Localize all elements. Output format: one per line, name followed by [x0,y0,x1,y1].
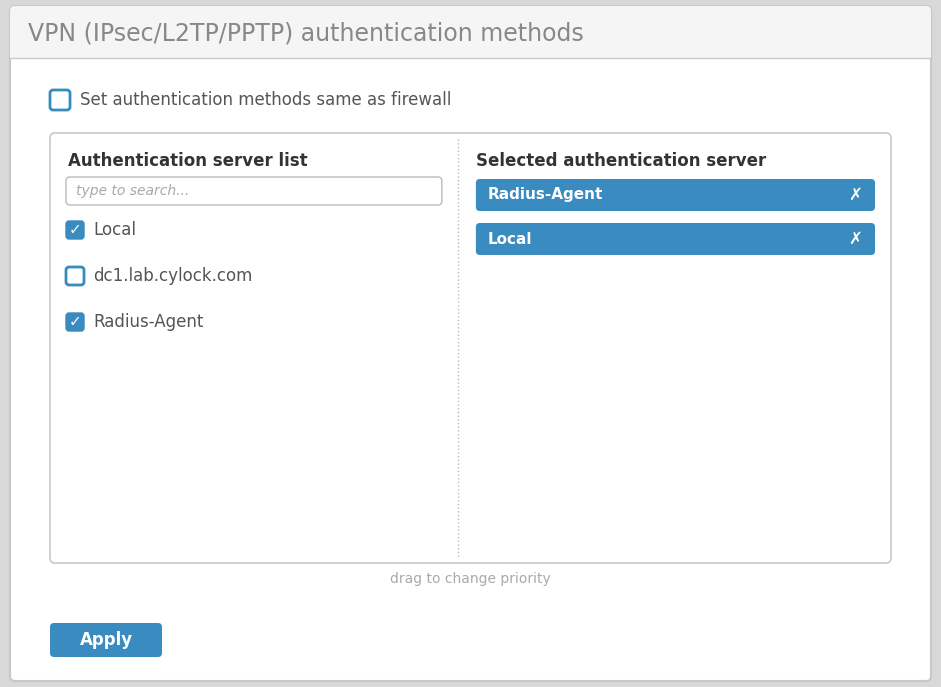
Text: Authentication server list: Authentication server list [68,152,308,170]
Text: Local: Local [487,232,533,247]
Text: drag to change priority: drag to change priority [391,572,550,586]
FancyBboxPatch shape [10,6,931,58]
FancyBboxPatch shape [50,133,891,563]
FancyBboxPatch shape [50,90,70,110]
Text: ✓: ✓ [69,223,81,238]
Text: VPN (IPsec/L2TP/PPTP) authentication methods: VPN (IPsec/L2TP/PPTP) authentication met… [28,21,583,45]
FancyBboxPatch shape [66,267,84,285]
Text: ✗: ✗ [848,186,862,204]
Text: Selected authentication server: Selected authentication server [476,152,766,170]
Text: type to search...: type to search... [76,184,189,198]
Text: Local: Local [93,221,136,239]
Text: Set authentication methods same as firewall: Set authentication methods same as firew… [80,91,452,109]
Text: Apply: Apply [79,631,133,649]
Text: ✓: ✓ [69,315,81,330]
Text: Radius-Agent: Radius-Agent [487,188,603,203]
Text: ✗: ✗ [848,230,862,248]
FancyBboxPatch shape [50,623,162,657]
FancyBboxPatch shape [66,177,442,205]
FancyBboxPatch shape [476,223,875,255]
Text: dc1.lab.cylock.com: dc1.lab.cylock.com [93,267,252,285]
Bar [10,50,931,58]
FancyBboxPatch shape [10,6,931,681]
FancyBboxPatch shape [476,179,875,211]
FancyBboxPatch shape [66,313,84,331]
FancyBboxPatch shape [66,221,84,239]
Text: Radius-Agent: Radius-Agent [93,313,203,331]
